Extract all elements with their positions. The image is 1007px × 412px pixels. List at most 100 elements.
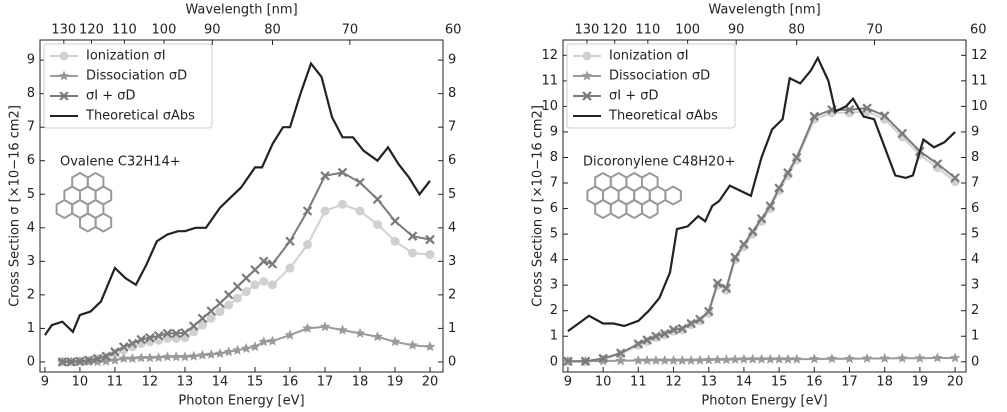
y2-tick-label: 4 [448,220,456,235]
y2-tick-label: 1 [448,321,456,336]
marker [563,356,573,367]
x-tick-label: 11 [630,375,647,390]
marker [197,320,207,330]
marker [704,308,714,318]
y2-tick-label: 6 [448,153,456,168]
marker [897,128,908,139]
marker [677,323,688,334]
marker-stroke [686,318,696,329]
y2-tick-label: 3 [971,278,979,293]
marker [258,336,269,347]
legend: Ionization σI Dissociation σD σI + σD Theor… [566,43,736,129]
y2-tick-label: 0 [448,354,456,369]
marker [809,353,820,364]
y2-tick-label: 5 [448,187,456,202]
x-tick-label: 16 [282,375,299,390]
marker-stroke [712,278,723,288]
x-tick-label: 18 [352,375,369,390]
y-tick-label: 0 [27,354,35,369]
marker [59,51,69,61]
x-tick-label: 11 [107,375,124,390]
x-tick-label: 17 [317,375,334,390]
marker [232,281,243,292]
marker-stroke [425,234,435,245]
marker [373,219,383,229]
marker [250,264,260,275]
marker [337,167,348,178]
marker [844,353,855,364]
marker [425,234,435,245]
y-tick-label: 4 [550,252,558,267]
marker [712,278,723,288]
marker-stroke [642,335,652,345]
marker [214,348,226,358]
marker [747,226,758,237]
x-tick-label: 10 [72,375,89,390]
marker-stroke [101,351,111,362]
legend: Ionization σI Dissociation σD σI + σD Theor… [43,43,213,129]
marker-stroke [75,356,85,367]
marker [136,334,146,345]
marker-stroke [59,91,69,101]
y2-tick-label: 5 [971,227,979,242]
marker [162,351,173,362]
marker [100,355,112,366]
y-tick-label: 9 [550,124,558,139]
x-axis-label: Photon Energy [eV] [178,394,304,409]
x-tick-label: 12 [142,375,159,390]
x-tick-label: 14 [212,375,229,390]
marker-stroke [809,111,820,122]
marker [145,333,155,343]
y2-tick-label: 8 [448,86,456,101]
marker [582,51,592,61]
legend-label: σI + σD [609,89,658,104]
marker [581,70,593,81]
x2-tick-label: 130 [575,23,600,38]
marker [651,331,661,342]
marker [407,231,418,241]
marker [641,355,653,365]
marker-stroke [197,313,208,324]
marker [206,306,216,316]
marker [950,173,960,183]
x-tick-label: 20 [422,375,439,390]
marker [249,341,261,352]
marker-stroke [118,342,129,352]
marker-stroke [747,226,758,237]
y-tick-label: 8 [27,86,35,101]
marker-stroke [633,339,644,349]
marker [390,216,400,226]
x-axis-label: Photon Energy [eV] [701,394,827,409]
marker [694,354,706,365]
y2-tick-label: 4 [971,252,979,267]
marker [188,350,199,361]
marker [659,355,670,365]
marker [338,199,348,209]
marker [58,70,70,81]
marker [250,280,260,290]
marker [580,356,591,367]
marker [425,250,435,260]
y-tick-label: 12 [541,48,558,63]
marker [372,194,383,205]
marker-stroke [302,206,313,216]
marker-stroke [127,338,138,349]
annotation: Dicoronylene C48H20+ [583,155,735,170]
marker [75,356,85,367]
marker [92,353,103,364]
marker [756,213,767,224]
y-tick-label: 10 [541,99,558,114]
y-tick-label: 5 [550,227,558,242]
marker [355,206,365,216]
marker [354,327,366,338]
x-tick-label: 14 [736,375,753,390]
series-line [567,107,956,363]
marker [206,313,216,323]
marker [932,159,943,169]
marker-stroke [66,357,76,367]
legend-label: Dissociation σD [86,69,187,84]
marker [407,339,418,350]
marker-stroke [950,173,960,183]
marker [267,259,278,269]
y-tick-label: 2 [27,287,35,302]
